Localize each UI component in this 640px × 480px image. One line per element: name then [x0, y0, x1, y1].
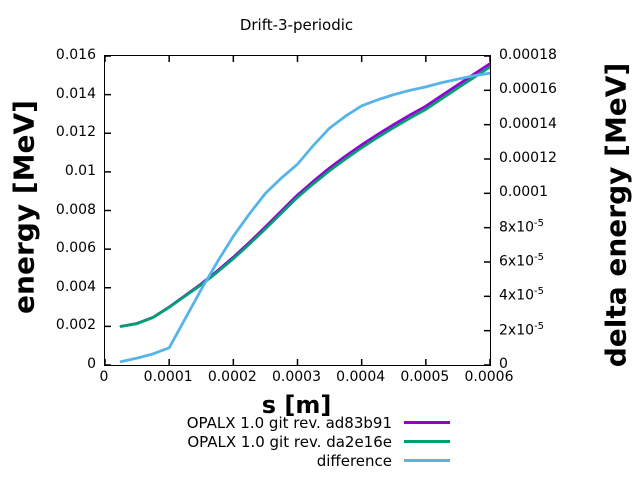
y-left-tick-label: 0 [87, 356, 96, 372]
y-left-tick-label: 0.002 [55, 317, 96, 334]
x-tick-label: 0.0003 [272, 369, 321, 385]
y-axis-label-left: energy [MeV] [7, 100, 41, 314]
legend-line-sample [404, 421, 450, 424]
x-tick-label: 0.0005 [400, 369, 450, 385]
y-right-tick-label: 6x10-5 [499, 252, 544, 270]
legend-label: difference [316, 451, 392, 470]
y-right-tick-label: 2x10-5 [499, 320, 544, 339]
y-left-tick-label: 0.008 [55, 201, 96, 218]
x-tick-label: 0.0004 [336, 369, 386, 385]
y-right-tick-label: 0.00016 [499, 81, 557, 98]
legend-label: OPALX 1.0 git rev. da2e16e [187, 432, 392, 451]
y-axis-label-right: delta energy [MeV] [599, 62, 633, 368]
legend-item: OPALX 1.0 git rev. ad83b91 [187, 413, 450, 432]
series-curve [119, 71, 490, 363]
legend: OPALX 1.0 git rev. ad83b91 OPALX 1.0 git… [187, 413, 450, 470]
x-tick-label: 0.0006 [464, 369, 514, 385]
plot-area [104, 55, 491, 366]
y-right-tick-label: 0.00014 [499, 115, 557, 132]
legend-line-sample [404, 459, 450, 462]
plot-canvas [105, 56, 490, 365]
x-tick-label: 0 [99, 369, 109, 385]
y-left-tick-label: 0.014 [55, 85, 96, 102]
y-right-tick-label: 0 [499, 356, 508, 372]
y-left-tick-label: 0.016 [55, 47, 96, 63]
x-tick-label: 0.0002 [207, 369, 257, 385]
y-right-tick-label: 8x10-5 [499, 217, 544, 236]
legend-item: OPALX 1.0 git rev. da2e16e [187, 432, 450, 451]
chart-title: Drift-3-periodic [239, 16, 354, 34]
y-left-tick-label: 0.004 [55, 278, 96, 295]
y-right-tick-label: 0.00018 [499, 47, 557, 63]
y-left-tick-label: 0.012 [55, 124, 96, 141]
legend-item: difference [187, 451, 450, 470]
x-axis-label: s [m] [261, 391, 332, 419]
x-tick-label: 0.0001 [143, 369, 193, 385]
y-right-tick-label: 4x10-5 [499, 286, 544, 304]
series-curve [119, 65, 490, 328]
legend-line-sample [404, 440, 450, 443]
y-right-tick-label: 0.00012 [499, 150, 557, 166]
y-right-tick-label: 0.0001 [499, 184, 548, 201]
y-left-tick-label: 0.006 [55, 240, 96, 257]
legend-label: OPALX 1.0 git rev. ad83b91 [186, 413, 392, 432]
y-left-tick-label: 0.01 [64, 162, 96, 179]
